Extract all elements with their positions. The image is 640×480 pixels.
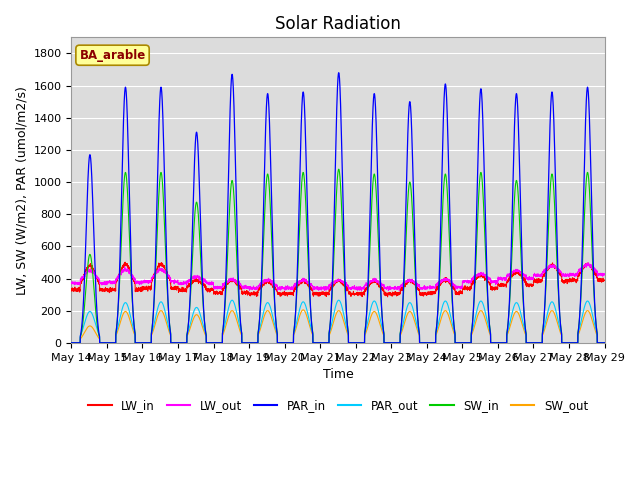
X-axis label: Time: Time <box>323 368 353 381</box>
Legend: LW_in, LW_out, PAR_in, PAR_out, SW_in, SW_out: LW_in, LW_out, PAR_in, PAR_out, SW_in, S… <box>83 395 593 417</box>
Title: Solar Radiation: Solar Radiation <box>275 15 401 33</box>
Y-axis label: LW, SW (W/m2), PAR (umol/m2/s): LW, SW (W/m2), PAR (umol/m2/s) <box>15 85 28 295</box>
Text: BA_arable: BA_arable <box>79 48 146 62</box>
